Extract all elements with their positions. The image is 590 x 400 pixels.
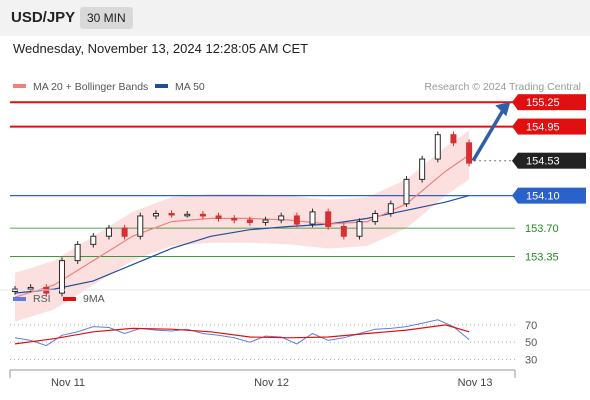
rsi-legend-label-1: 9MA: [83, 293, 105, 305]
level-tag-pointer-154.10: [512, 187, 518, 204]
level-tag-154.95: [518, 118, 586, 135]
candle-body-4: [74, 243, 81, 262]
level-tag-pointer-155.25: [512, 94, 518, 111]
rsi-legend-label-0: RSI: [33, 293, 51, 305]
level-label-154.10: 154.10: [526, 191, 560, 203]
candle-body-25: [403, 178, 410, 205]
rsi-ma-line: [14, 324, 470, 345]
projection-arrow-shaft: [471, 107, 506, 162]
candle-body-17: [278, 215, 285, 221]
candle-body-27: [434, 134, 441, 160]
candle-body-10: [168, 213, 175, 216]
candle-body-9: [152, 213, 159, 217]
chart-header: USD/JPY 30 MIN: [0, 0, 590, 36]
legend-label-0: MA 20 + Bollinger Bands: [33, 81, 148, 93]
candle-body-11: [184, 213, 191, 217]
projection-arrow-head: [495, 102, 511, 117]
candle-body-7: [121, 227, 128, 237]
rsi-tick-50: 50: [525, 337, 537, 349]
rsi-tick-70: 70: [525, 320, 537, 332]
level-label-154.95: 154.95: [526, 122, 560, 134]
time-tick-1: Nov 12: [254, 377, 289, 389]
ma50-line: [14, 195, 470, 294]
level-label-155.25: 155.25: [526, 97, 560, 109]
rsi-tick-30: 30: [525, 354, 537, 366]
time-tick-2: Nov 13: [458, 377, 493, 389]
candle-body-20: [325, 211, 332, 227]
candle-body-5: [90, 235, 97, 245]
level-label-153.35: 153.35: [525, 252, 559, 264]
level-label-153.70: 153.70: [525, 223, 559, 235]
candle-body-23: [372, 213, 379, 223]
level-tag-pointer-154.53: [512, 152, 518, 169]
candle-body-22: [356, 221, 363, 237]
watermark: Research © 2024 Trading Central: [424, 81, 581, 93]
candle-body-16: [262, 219, 269, 223]
legend-swatch-1: [155, 84, 168, 88]
candle-body-15: [246, 219, 253, 223]
candle-body-19: [309, 211, 316, 225]
bollinger-band: [15, 130, 470, 322]
rsi-line: [14, 319, 470, 347]
level-label-154.53: 154.53: [526, 156, 560, 168]
time-tick-0: Nov 11: [51, 377, 85, 389]
rsi-legend-swatch-1: [63, 297, 76, 301]
level-tag-155.25: [518, 94, 586, 111]
candle-body-8: [137, 215, 144, 237]
candle-body-6: [105, 227, 112, 237]
candle-body-21: [340, 226, 347, 237]
candle-body-18: [293, 215, 300, 225]
symbol-label: USD/JPY: [11, 9, 76, 26]
level-tag-154.10: [518, 187, 586, 204]
candle-body-24: [387, 203, 394, 214]
candle-body-28: [450, 134, 457, 144]
level-tag-154.53: [518, 152, 586, 169]
legend-swatch-0: [13, 84, 26, 88]
candle-body-29: [466, 142, 473, 164]
candle-body-1: [27, 286, 34, 290]
candle-body-26: [419, 158, 426, 180]
candle-body-13: [215, 215, 222, 219]
interval-button[interactable]: 30 MIN: [80, 7, 133, 29]
rsi-legend-swatch-0: [13, 297, 26, 301]
candle-body-14: [231, 217, 238, 221]
candle-body-12: [199, 213, 206, 217]
legend-label-1: MA 50: [175, 81, 205, 93]
candle-body-3: [58, 260, 65, 294]
level-tag-pointer-154.95: [512, 118, 518, 135]
timestamp: Wednesday, November 13, 2024 12:28:05 AM…: [13, 41, 309, 56]
